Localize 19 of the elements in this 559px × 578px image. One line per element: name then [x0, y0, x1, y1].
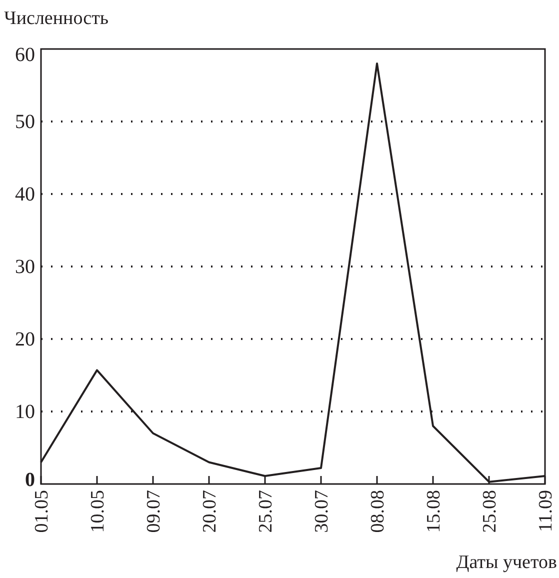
x-tick-label: 25.07 — [256, 490, 277, 533]
x-tick-label: 08.08 — [368, 490, 389, 533]
y-tick-label: 30 — [15, 256, 35, 278]
x-tick-label: 15.08 — [424, 490, 445, 533]
x-tick-label: 01.05 — [32, 490, 53, 533]
x-tick-label: 30.07 — [312, 490, 333, 533]
y-axis-title: Численность — [4, 8, 109, 29]
y-tick-label: 20 — [15, 328, 35, 350]
y-tick-label: 60 — [15, 44, 35, 66]
x-tick-label: 11.09 — [536, 490, 557, 532]
x-tick-label: 10.05 — [88, 490, 109, 533]
x-tick-label: 20.07 — [200, 490, 221, 533]
y-tick-label: 10 — [15, 400, 35, 423]
y-tick-label: 50 — [15, 110, 35, 133]
x-axis-title: Даты учетов — [456, 552, 558, 573]
x-tick-label: 09.07 — [144, 490, 165, 533]
x-tick-label: 25.08 — [480, 490, 501, 533]
y-tick-label: 40 — [15, 183, 35, 206]
y-tick-label: 0 — [25, 469, 35, 491]
